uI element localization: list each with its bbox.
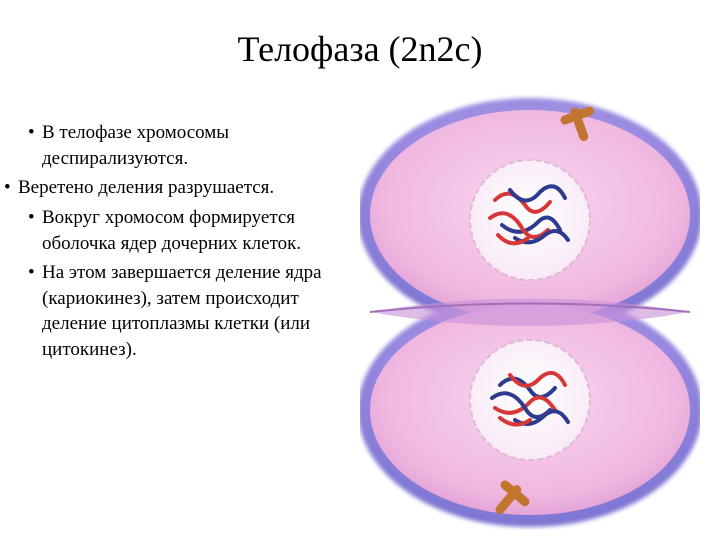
page-title: Телофаза (2n2с) xyxy=(0,0,720,70)
bullet-text: Веретено деления разрушается. xyxy=(18,177,274,198)
nucleus-top xyxy=(470,160,590,280)
bullet-item: •На этом завершается деление ядра (карио… xyxy=(10,260,350,363)
telophase-diagram xyxy=(350,100,720,540)
bullet-text: В телофазе хромосомы деспирализуются. xyxy=(42,122,229,169)
bullet-list: •В телофазе хромосомы деспирализуются. •… xyxy=(0,100,350,367)
content: •В телофазе хромосомы деспирализуются. •… xyxy=(0,100,720,540)
cell-pair xyxy=(360,90,700,530)
bullet-text: На этом завершается деление ядра (кариок… xyxy=(42,262,322,360)
bullet-item: •В телофазе хромосомы деспирализуются. xyxy=(10,120,350,171)
bullet-text: Вокруг хромосом формируется оболочка яде… xyxy=(42,207,301,254)
cell-svg xyxy=(360,90,700,530)
bullet-item: •Вокруг хромосом формируется оболочка яд… xyxy=(10,205,350,256)
bullet-item: •Веретено деления разрушается. xyxy=(10,175,350,201)
